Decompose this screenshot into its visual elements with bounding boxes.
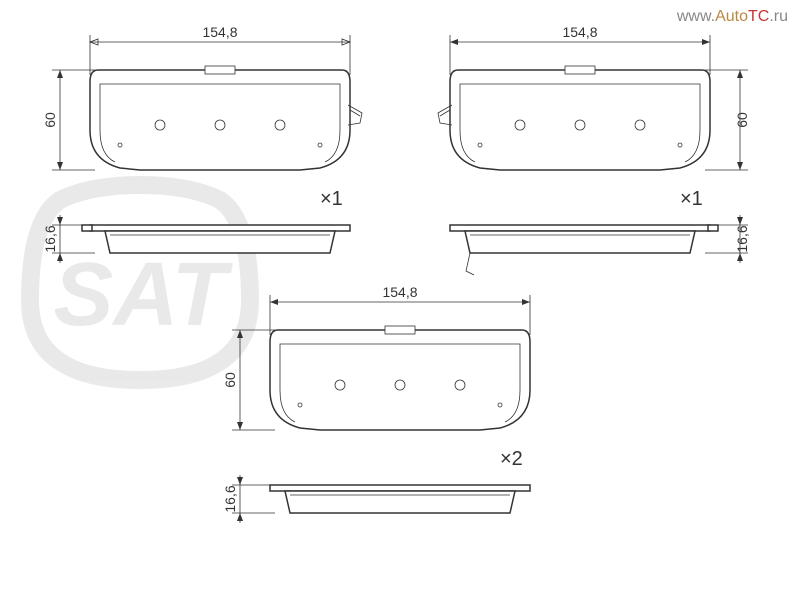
dim-height-b: 60 [222,372,238,388]
pad-bottom: 154,8 60 ×2 [222,284,530,470]
dim-width-b: 154,8 [382,284,417,300]
dim-thick-tr: 16,6 [734,225,750,252]
dim-height-tl: 60 [42,112,58,128]
dim-width-tl: 154,8 [202,24,237,40]
svg-text:SAT: SAT [53,245,233,345]
dim-thick-b: 16,6 [222,485,238,512]
dim-thick-tl: 16,6 [42,225,58,252]
technical-drawing: SAT 154,8 60 ×1 [0,0,800,600]
qty-tr: ×1 [680,188,703,210]
side-top-right: 16,6 [450,215,750,275]
diagram-container: SAT 154,8 60 ×1 [0,0,800,600]
qty-b: ×2 [500,448,523,470]
dim-height-tr: 60 [734,112,750,128]
pad-top-right: 154,8 60 ×1 [438,24,750,210]
qty-tl: ×1 [320,188,343,210]
dim-width-tr: 154,8 [562,24,597,40]
side-bottom: 16,6 [222,475,530,523]
watermark-url: www.AutoTC.ru [677,8,788,26]
watermark-logo: SAT [30,185,250,380]
